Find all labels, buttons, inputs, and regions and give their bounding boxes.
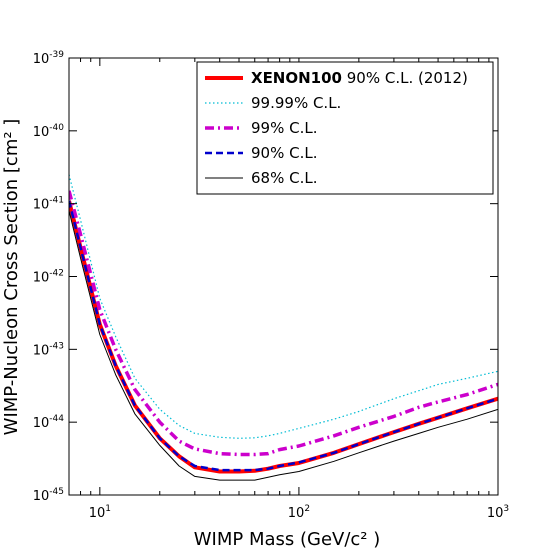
series-line-1 [69, 174, 498, 439]
series-line-4 [69, 210, 498, 481]
legend-label-3: 90% C.L. [251, 144, 317, 162]
ticks-layer [68, 57, 499, 496]
series-layer [69, 174, 498, 481]
y-tick-label: 10-40 [33, 123, 65, 140]
x-tick-label: 102 [288, 504, 310, 521]
y-tick-label: 10-42 [33, 269, 64, 286]
legend-box [196, 61, 494, 195]
x-tick-label: 101 [89, 504, 111, 521]
legend-label-0: XENON100 90% C.L. (2012) [251, 69, 468, 87]
x-axis-title: WIMP Mass (GeV/c² ) [194, 529, 381, 550]
y-tick-label: 10-39 [33, 50, 65, 67]
y-tick-label: 10-41 [33, 196, 64, 213]
y-tick-label: 10-43 [33, 341, 64, 358]
legend-label-1: 99.99% C.L. [251, 94, 341, 112]
y-tick-label: 10-45 [33, 487, 64, 504]
series-line-2 [69, 190, 498, 457]
series-line-0 [69, 200, 498, 474]
y-tick-label: 10-44 [33, 414, 65, 431]
legend-label-4: 68% C.L. [251, 169, 317, 187]
y-axis-title: WIMP-Nucleon Cross Section [cm² ] [1, 119, 22, 436]
legend: XENON100 90% C.L. (2012) 99.99% C.L. 99% C… [196, 61, 494, 195]
tick-labels-layer: 101 102 103 10-45 10-44 10-43 10-42 10-41 10-40 1… [33, 50, 509, 521]
x-tick-label: 103 [487, 504, 509, 521]
legend-label-2: 99% C.L. [251, 119, 317, 137]
